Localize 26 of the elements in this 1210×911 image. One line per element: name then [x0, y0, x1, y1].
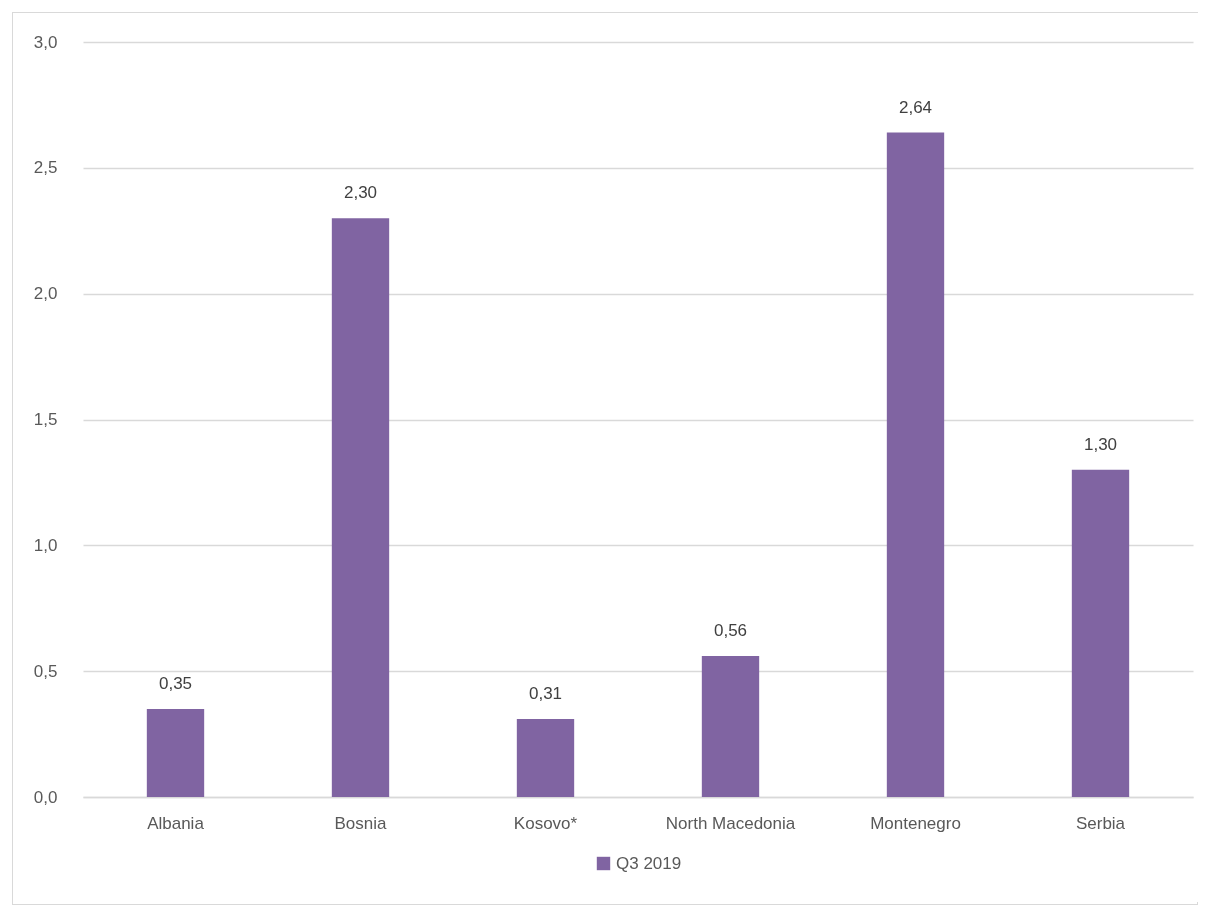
y-tick-label: 1,5	[33, 410, 58, 429]
data-label: 2,64	[898, 97, 933, 117]
bar	[146, 708, 205, 797]
x-tick-label: Bosnia	[334, 813, 388, 833]
data-label: 0,56	[713, 621, 748, 641]
data-label: 0,31	[528, 683, 563, 703]
y-tick-label: 1,0	[33, 535, 58, 555]
x-tick-label: Albania	[147, 813, 205, 833]
x-tick-label: Montenegro	[870, 813, 961, 833]
bar	[331, 218, 390, 797]
data-label: 1,30	[1083, 434, 1118, 454]
y-tick-label: 3,0	[33, 32, 58, 52]
y-tick-label: 0,5	[33, 661, 58, 681]
bar	[516, 718, 575, 797]
legend-label: Q3 2019	[616, 853, 682, 873]
x-tick-label: Serbia	[1075, 813, 1126, 833]
x-tick-label: North Macedonia	[665, 813, 796, 833]
bar	[886, 132, 945, 797]
y-tick-label: 2,5	[33, 158, 58, 178]
y-tick-label: 0,0	[33, 787, 58, 807]
bar	[1071, 469, 1130, 797]
data-label: 2,30	[343, 183, 378, 203]
y-tick-label: 2,0	[33, 284, 58, 304]
data-label: 0,35	[158, 673, 193, 693]
bar	[701, 656, 760, 797]
x-tick-label: Kosovo*	[513, 813, 578, 833]
